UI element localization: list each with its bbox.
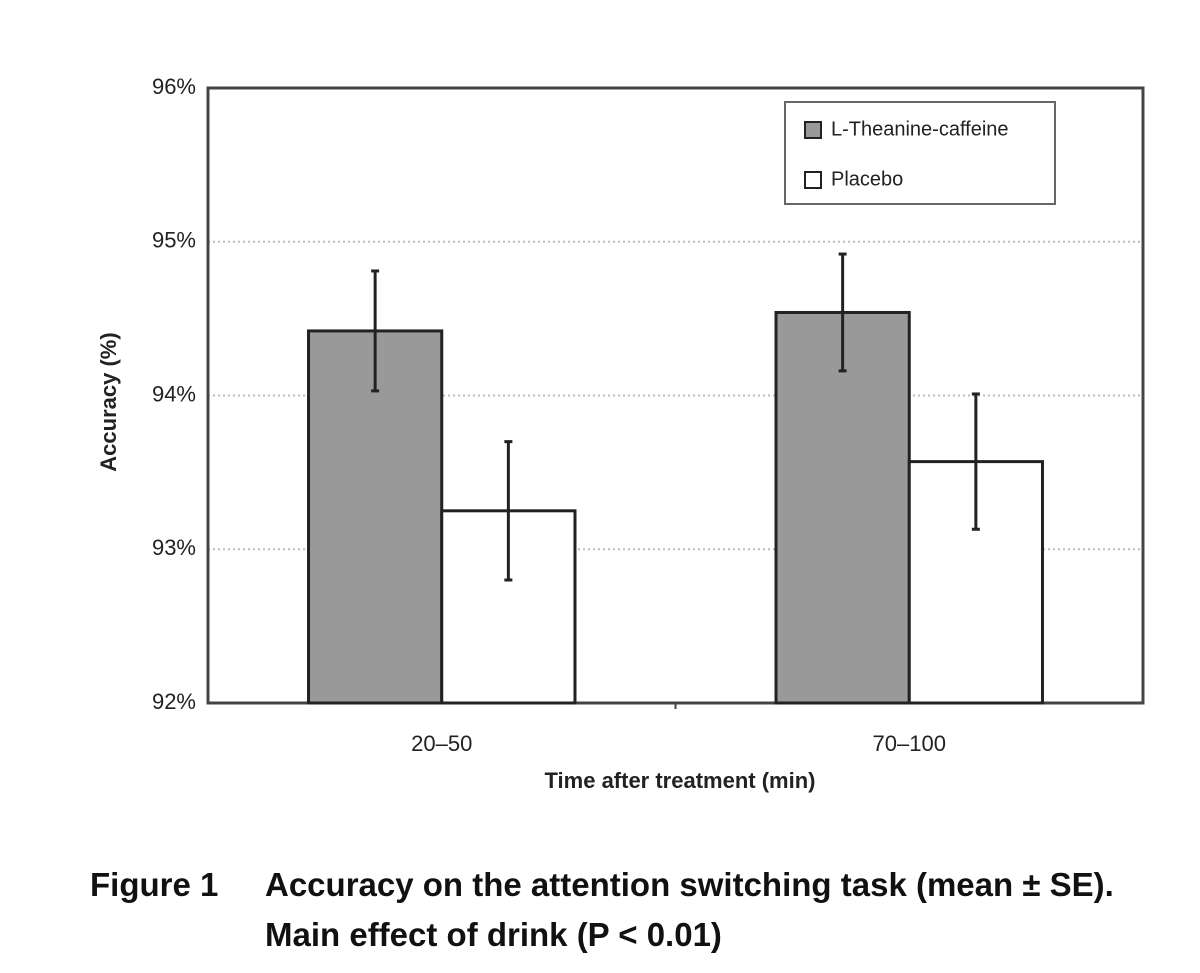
caption: Figure 1 Accuracy on the attention switc… [90, 860, 1180, 960]
legend-label: Placebo [831, 168, 903, 190]
error-bar [371, 269, 380, 393]
caption-label: Figure 1 [90, 866, 219, 903]
legend-swatch [804, 121, 822, 139]
y-tick-label: 96% [152, 74, 196, 99]
y-axis-label: Accuracy (%) [96, 332, 121, 471]
bar [774, 310, 911, 705]
y-tick-label: 92% [152, 689, 196, 714]
y-tick-label: 93% [152, 535, 196, 560]
legend-swatch [804, 171, 822, 189]
y-tick-label: 94% [152, 381, 196, 406]
chart: Accuracy (%) Time after treatment (min) … [96, 74, 1145, 793]
y-tick-label: 95% [152, 228, 196, 253]
error-bar [504, 440, 513, 582]
error-bar [971, 392, 980, 531]
caption-text: Accuracy on the attention switching task… [265, 866, 1114, 953]
legend-box [784, 101, 1056, 205]
legend-label: L-Theanine-caffeine [831, 118, 1009, 140]
bar [307, 329, 444, 705]
x-tick-label: 20–50 [411, 731, 472, 756]
x-tick-label: 70–100 [873, 731, 946, 756]
x-axis-label: Time after treatment (min) [545, 768, 816, 793]
error-bar [838, 252, 847, 373]
